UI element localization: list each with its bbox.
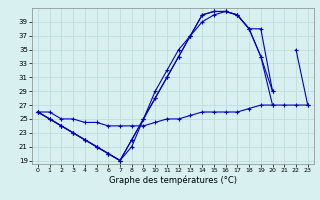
X-axis label: Graphe des températures (°C): Graphe des températures (°C) — [109, 176, 237, 185]
